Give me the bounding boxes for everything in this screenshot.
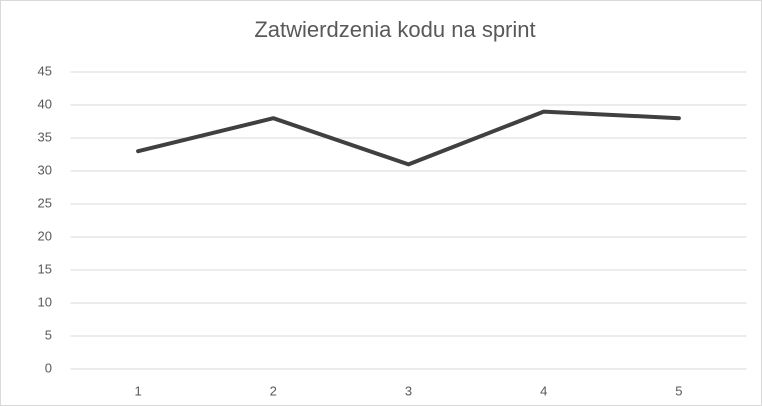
x-tick-label: 1	[134, 383, 141, 398]
y-tick-label: 20	[38, 228, 52, 243]
x-tick-label: 5	[675, 383, 682, 398]
chart-title: Zatwierdzenia kodu na sprint	[254, 17, 535, 42]
y-tick-label: 15	[38, 261, 52, 276]
x-tick-label: 3	[405, 383, 412, 398]
y-tick-label: 25	[38, 195, 52, 210]
y-tick-label: 40	[38, 96, 52, 111]
y-tick-label: 5	[45, 327, 52, 342]
x-tick-label: 2	[270, 383, 277, 398]
y-tick-label: 45	[38, 63, 52, 78]
series-line	[136, 109, 681, 167]
x-tick-label: 4	[540, 383, 547, 398]
y-tick-label: 0	[45, 360, 52, 375]
y-tick-label: 30	[38, 162, 52, 177]
y-tick-label: 10	[38, 294, 52, 309]
y-tick-label: 35	[38, 129, 52, 144]
